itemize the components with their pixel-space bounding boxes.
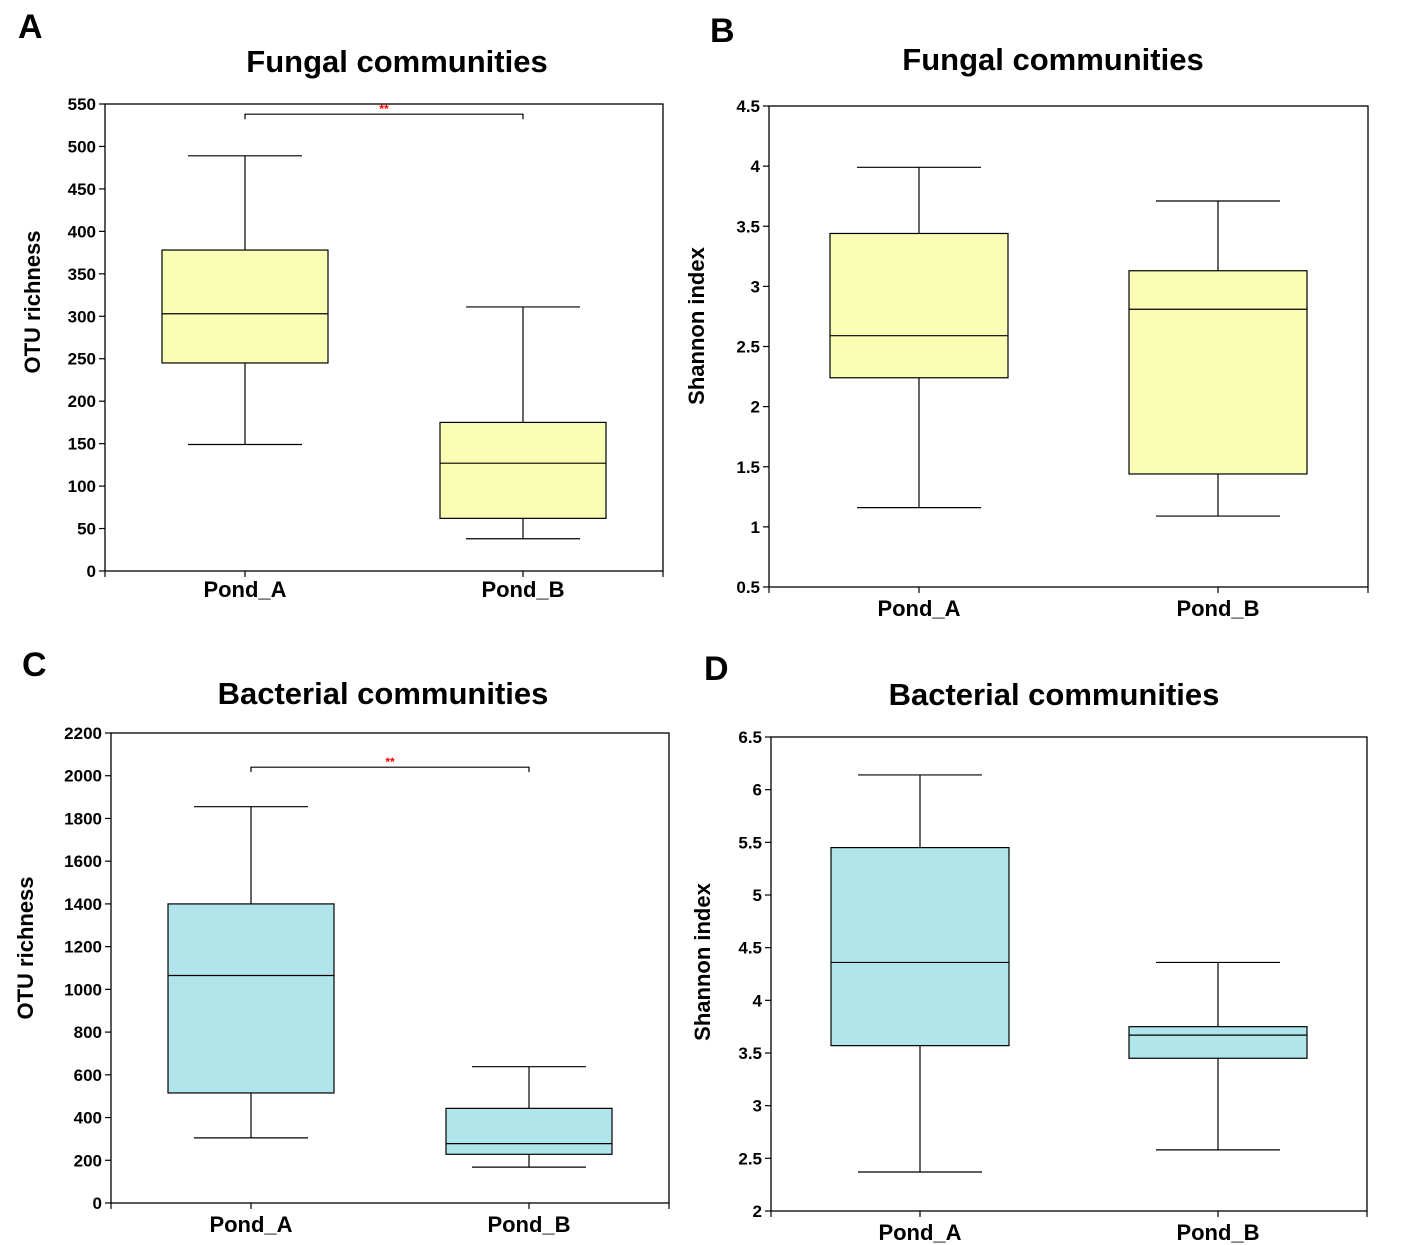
box-pond-b: [1128, 200, 1308, 517]
x-category-label: Pond_A: [877, 596, 960, 621]
x-category-label: Pond_A: [878, 1220, 961, 1245]
y-tick-label: 350: [68, 265, 96, 284]
y-tick-label: 250: [68, 350, 96, 369]
chart-title: Bacterial communities: [218, 676, 549, 711]
chart-title: Bacterial communities: [889, 677, 1220, 712]
y-tick-label: 2200: [64, 724, 102, 743]
box-pond-a: [167, 806, 335, 1139]
box-pond-a: [830, 774, 1010, 1173]
y-tick-label: 4.5: [736, 97, 760, 116]
y-axis-title: Shannon index: [684, 246, 709, 404]
iqr-box: [830, 846, 1010, 1047]
y-tick-label: 500: [68, 137, 96, 156]
iqr-box: [161, 249, 329, 364]
y-tick-label: 3: [751, 277, 760, 296]
y-tick-label: 400: [68, 222, 96, 241]
y-tick-label: 2: [753, 1202, 762, 1221]
x-category-label: Pond_A: [203, 577, 286, 602]
box-pond-b: [1128, 961, 1308, 1151]
panel-letter: A: [18, 8, 43, 46]
y-tick-label: 0: [93, 1194, 102, 1213]
y-tick-label: 200: [74, 1151, 102, 1170]
y-tick-label: 2.5: [738, 1149, 762, 1168]
box-pond-b: [445, 1066, 613, 1168]
y-tick-label: 5: [753, 886, 762, 905]
y-tick-label: 0: [87, 562, 96, 581]
panel-letter: D: [704, 650, 729, 688]
y-tick-label: 1400: [64, 895, 102, 914]
box-pond-a: [829, 166, 1009, 509]
panel-letter: B: [710, 12, 735, 50]
y-tick-label: 150: [68, 435, 96, 454]
x-category-label: Pond_B: [481, 577, 564, 602]
iqr-box: [445, 1107, 613, 1155]
y-tick-label: 450: [68, 180, 96, 199]
y-tick-label: 6: [753, 781, 762, 800]
box-pond-b: [439, 306, 607, 540]
y-tick-label: 1200: [64, 938, 102, 957]
iqr-box: [829, 232, 1009, 379]
y-tick-label: 300: [68, 307, 96, 326]
y-tick-label: 550: [68, 95, 96, 114]
significance-bracket: [244, 113, 524, 120]
chart-title: Fungal communities: [902, 42, 1203, 77]
y-tick-label: 2000: [64, 767, 102, 786]
x-category-label: Pond_B: [487, 1212, 570, 1237]
y-tick-label: 1000: [64, 980, 102, 999]
significance-label: **: [379, 102, 389, 116]
iqr-box: [1128, 1026, 1308, 1059]
chart-title: Fungal communities: [246, 44, 547, 79]
y-tick-label: 400: [74, 1109, 102, 1128]
x-category-label: Pond_B: [1176, 596, 1259, 621]
y-tick-label: 6.5: [738, 728, 762, 747]
y-tick-label: 4.5: [738, 939, 762, 958]
y-tick-label: 3: [753, 1097, 762, 1116]
box-pond-a: [161, 155, 329, 446]
y-tick-label: 2: [751, 398, 760, 417]
y-axis-title: OTU richness: [20, 230, 45, 373]
y-tick-label: 1600: [64, 852, 102, 871]
y-axis-title: OTU richness: [13, 876, 38, 1019]
y-tick-label: 800: [74, 1023, 102, 1042]
y-tick-label: 100: [68, 477, 96, 496]
y-tick-label: 600: [74, 1066, 102, 1085]
panel-d: D Bacterial communities Shannon index 2 2.5 3…: [690, 650, 1368, 1245]
panel-letter: C: [22, 646, 47, 684]
y-tick-label: 0.5: [736, 578, 760, 597]
panel-c: C Bacterial communities OTU richness 0 200 40…: [13, 646, 670, 1237]
y-tick-label: 4: [753, 991, 763, 1010]
y-axis-title: Shannon index: [690, 882, 715, 1040]
y-tick-label: 50: [77, 520, 96, 539]
y-tick-label: 200: [68, 392, 96, 411]
iqr-box: [1128, 270, 1308, 475]
y-tick-label: 3.5: [736, 217, 760, 236]
significance-label: **: [385, 755, 395, 769]
y-tick-label: 3.5: [738, 1044, 762, 1063]
panel-b: B Fungal communities Shannon index 0.5 1 1.5 2…: [684, 12, 1369, 621]
y-tick-label: 5.5: [738, 833, 762, 852]
y-tick-label: 1.5: [736, 458, 760, 477]
iqr-box: [439, 421, 607, 519]
plot-frame: [104, 103, 664, 572]
plot-frame: [110, 732, 670, 1204]
y-tick-label: 4: [751, 157, 761, 176]
x-category-label: Pond_A: [209, 1212, 292, 1237]
y-tick-label: 1800: [64, 809, 102, 828]
x-category-label: Pond_B: [1176, 1220, 1259, 1245]
iqr-box: [167, 903, 335, 1094]
y-tick-label: 2.5: [736, 338, 760, 357]
y-tick-label: 1: [751, 518, 760, 537]
panel-a: A Fungal communities OTU richness 0 50 100 150…: [18, 8, 664, 602]
significance-bracket: [250, 766, 530, 773]
plot-frame: [770, 736, 1368, 1212]
